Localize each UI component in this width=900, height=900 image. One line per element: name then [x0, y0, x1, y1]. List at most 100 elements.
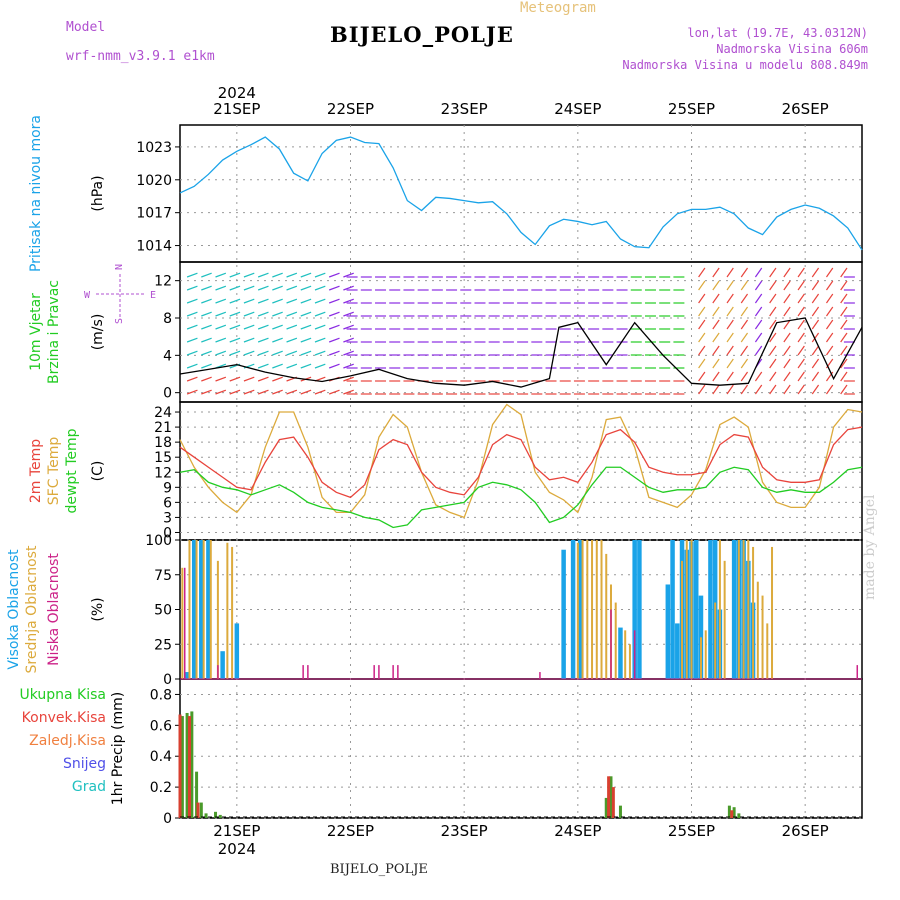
precip-bar-total: [737, 813, 741, 818]
wind-arrow: [754, 384, 763, 395]
cloud-bar-mid: [714, 602, 717, 679]
wind-arrow: [186, 324, 198, 330]
y-tick-label: 0: [163, 672, 172, 688]
cloud-bar-high: [561, 549, 566, 679]
y-tick-label: 25: [154, 637, 172, 653]
cloud-bar-high: [731, 540, 737, 679]
cloud-bar-low: [397, 665, 399, 679]
y-tick-label: 100: [145, 533, 172, 549]
cloud-bar-low: [856, 665, 859, 679]
wind-arrow: [797, 358, 805, 369]
wind-arrow: [201, 337, 212, 343]
date-tick-top: 21SEP: [213, 100, 260, 118]
wind-arrow: [840, 306, 848, 317]
wind-arrow: [726, 306, 734, 317]
wind-arrow: [272, 376, 283, 382]
precip-bar-convective: [730, 810, 734, 818]
compass-east: E: [150, 290, 156, 301]
y-axis-label: (hPa): [90, 175, 106, 211]
model-altitude-label: Nadmorska Visina u modelu 808.849m: [622, 58, 868, 72]
wind-arrow: [740, 306, 749, 317]
cloud-bar-mid: [685, 540, 688, 679]
wind-arrow: [215, 324, 227, 330]
wind-arrow: [797, 267, 805, 278]
wind-arrow: [698, 371, 706, 382]
wind-arrow: [797, 280, 805, 291]
wind-arrow: [840, 384, 848, 395]
cloud-bar-mid: [699, 637, 702, 679]
wind-arrow: [343, 350, 354, 356]
wind-arrow: [201, 363, 212, 369]
wind-arrow: [740, 280, 749, 291]
station-label: BIJELO_POLJE: [330, 862, 428, 877]
wind-arrow: [243, 298, 255, 304]
wind-arrow: [726, 358, 734, 369]
cloud-bar-mid: [704, 630, 707, 679]
cloud-bar-mid: [605, 553, 608, 679]
y-tick-label: 1014: [136, 239, 172, 255]
y-tick-label: 50: [154, 603, 172, 619]
temp2m-line: [179, 426, 863, 499]
wind-arrow: [825, 384, 834, 395]
compass-north: N: [114, 264, 125, 270]
wind-arrow: [229, 298, 241, 304]
wind-arrow: [300, 337, 312, 343]
side-label-pressure: Pritisak na nivou mora: [28, 115, 44, 272]
cloud-bar-mid: [752, 546, 755, 679]
cloud-bar-mid: [595, 540, 598, 679]
wind-arrow: [712, 371, 720, 382]
wind-arrow: [257, 298, 269, 304]
cloud-bar-mid: [576, 542, 579, 679]
wind-arrow: [783, 358, 791, 369]
wind-arrow: [840, 358, 848, 369]
wind-arrow: [712, 332, 720, 343]
wind-arrow: [712, 267, 720, 278]
wind-arrow: [328, 389, 340, 395]
wind-arrow: [840, 280, 848, 291]
precip-legend-item: Konvek.Kisa: [22, 710, 106, 726]
altitude-label: Nadmorska Visina 606m: [716, 42, 868, 56]
precip-bar-total: [180, 716, 184, 818]
compass-west: W: [84, 290, 91, 301]
cloud-bar-high: [637, 540, 642, 679]
wind-arrow: [769, 319, 777, 330]
wind-arrow: [186, 350, 198, 356]
date-tick-bottom: 26SEP: [782, 822, 829, 840]
y-tick-label: 24: [154, 405, 172, 421]
wind-arrow: [286, 298, 298, 304]
wind-arrow: [840, 267, 848, 278]
cloud-bar-mid: [591, 540, 594, 679]
y-tick-label: 8: [163, 311, 172, 327]
wind-arrow: [783, 293, 791, 304]
wind-arrow: [712, 293, 720, 304]
cloud-bar-mid: [624, 630, 627, 679]
wind-arrow: [229, 272, 241, 278]
wind-arrow: [328, 350, 340, 356]
wind-arrow: [286, 363, 298, 369]
y-tick-label: 0.6: [150, 718, 172, 734]
cloud-bar-mid: [581, 540, 584, 679]
cloud-bar-high: [206, 540, 211, 679]
cloud-bar-high: [577, 540, 583, 679]
wind-arrow: [272, 311, 283, 317]
y-tick-label: 3: [163, 510, 172, 526]
wind-arrow: [797, 293, 805, 304]
precip-bar-convective: [607, 776, 611, 818]
wind-arrow: [825, 319, 834, 330]
wind-arrow: [797, 371, 805, 382]
wind-arrow: [825, 345, 834, 356]
wind-arrow: [783, 267, 791, 278]
precip-bar-total: [609, 776, 613, 818]
wind-arrow: [698, 306, 706, 317]
precip-bar-total: [727, 805, 731, 818]
wind-arrow: [257, 337, 269, 343]
wind-arrow: [257, 324, 269, 330]
wind-arrow: [286, 324, 298, 330]
wind-arrow: [712, 358, 720, 369]
wind-arrow: [698, 319, 706, 330]
precip-bar-total: [185, 712, 189, 818]
wind-arrow: [769, 280, 777, 291]
precip-bar-total: [204, 813, 208, 818]
y-tick-label: 0: [163, 811, 172, 827]
precip-bar-convective: [178, 714, 182, 818]
